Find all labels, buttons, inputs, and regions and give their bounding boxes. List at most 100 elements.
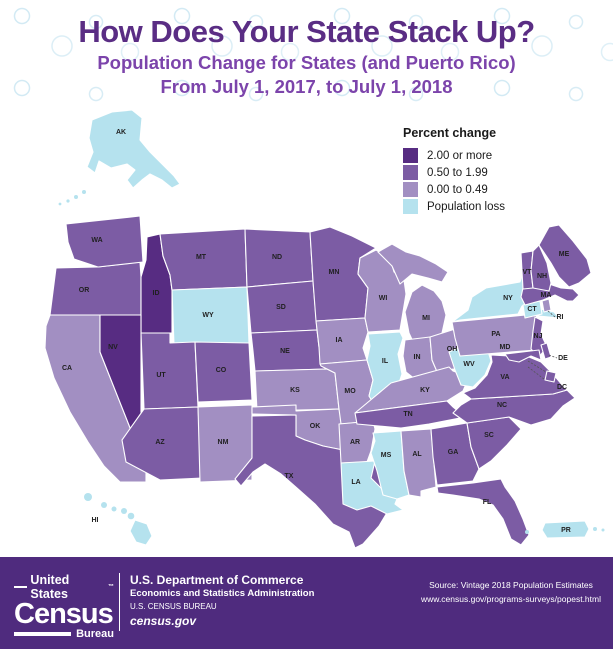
- state-label-NC: NC: [497, 402, 507, 409]
- department-block: U.S. Department of Commerce Economics an…: [130, 573, 314, 629]
- census-gov-link: census.gov: [130, 613, 197, 628]
- state-AK: [66, 199, 70, 203]
- state-TN: [354, 400, 466, 429]
- state-PR: [593, 527, 597, 531]
- legend-item-loss: Population loss: [403, 198, 505, 215]
- state-HI: [121, 508, 127, 514]
- legend-label: 0.00 to 0.49: [427, 183, 488, 196]
- logo-bureau-text: Bureau: [76, 628, 114, 640]
- state-label-MS: MS: [381, 452, 392, 459]
- state-label-AR: AR: [350, 439, 360, 446]
- state-label-MD: MD: [500, 344, 511, 351]
- state-RI: [541, 298, 552, 313]
- state-label-SC: SC: [484, 432, 494, 439]
- state-OR: [49, 261, 142, 316]
- state-label-PR: PR: [561, 527, 571, 534]
- subtitle-line1: Population Change for States (and Puerto…: [97, 52, 516, 73]
- state-label-MA: MA: [541, 292, 552, 299]
- logo-rule: [14, 586, 28, 588]
- state-label-NV: NV: [108, 344, 118, 351]
- state-label-AZ: AZ: [155, 439, 165, 446]
- state-label-TX: TX: [285, 473, 294, 480]
- state-label-MO: MO: [344, 388, 356, 395]
- state-label-WY: WY: [202, 312, 214, 319]
- state-ME: [538, 224, 592, 288]
- state-PR: [541, 520, 590, 539]
- state-label-NH: NH: [537, 273, 547, 280]
- state-UT: [140, 332, 199, 410]
- legend-item-dark: 2.00 or more: [403, 147, 505, 164]
- state-FL: [436, 478, 530, 546]
- state-label-PA: PA: [491, 331, 500, 338]
- state-DC: [544, 370, 557, 383]
- footer: United States ™ Census Bureau U.S. Depart…: [0, 557, 613, 649]
- state-label-DE: DE: [558, 355, 568, 362]
- footer-divider: [119, 573, 120, 631]
- state-LA: [340, 460, 404, 515]
- state-HI: [101, 502, 107, 508]
- state-label-ID: ID: [153, 290, 160, 297]
- state-NH: [530, 244, 552, 292]
- state-label-FL: FL: [483, 499, 492, 506]
- legend-swatch-loss: [403, 199, 418, 214]
- state-HI: [111, 506, 117, 512]
- state-MI: [377, 243, 449, 285]
- state-label-WI: WI: [379, 295, 388, 302]
- state-label-AL: AL: [412, 451, 422, 458]
- legend-swatch-medium: [403, 165, 418, 180]
- legend-item-light: 0.00 to 0.49: [403, 181, 505, 198]
- dept-commerce: U.S. Department of Commerce: [130, 573, 304, 587]
- state-AK: [82, 190, 86, 194]
- map-legend: Percent change 2.00 or more 0.50 to 1.99 0…: [403, 126, 505, 215]
- state-label-HI: HI: [92, 517, 99, 524]
- state-label-TN: TN: [403, 411, 412, 418]
- state-PR: [601, 528, 605, 532]
- page-title: How Does Your State Stack Up?: [78, 14, 535, 49]
- legend-swatch-dark: [403, 148, 418, 163]
- state-label-OH: OH: [447, 346, 458, 353]
- state-label-RI: RI: [557, 314, 564, 321]
- state-label-GA: GA: [448, 449, 459, 456]
- source-line2: www.census.gov/programs-surveys/popest.h…: [421, 593, 601, 604]
- state-AK: [86, 109, 181, 189]
- state-label-UT: UT: [156, 372, 166, 379]
- state-VA: [462, 354, 568, 400]
- state-SC: [466, 416, 522, 470]
- state-label-MN: MN: [329, 269, 340, 276]
- state-label-VA: VA: [500, 374, 509, 381]
- source-citation: Source: Vintage 2018 Population Estimate…: [421, 579, 601, 606]
- state-label-OK: OK: [310, 423, 321, 430]
- state-HI: [127, 512, 135, 520]
- logo-underline: [14, 632, 72, 636]
- state-label-NM: NM: [218, 439, 229, 446]
- state-label-KS: KS: [290, 387, 300, 394]
- state-label-LA: LA: [351, 479, 360, 486]
- state-label-CA: CA: [62, 365, 72, 372]
- state-label-MT: MT: [196, 254, 207, 261]
- state-AK: [58, 202, 62, 206]
- leader-line-DE: [548, 354, 558, 359]
- subtitle-line2: From July 1, 2017, to July 1, 2018: [160, 76, 453, 97]
- state-label-CT: CT: [527, 306, 537, 313]
- dept-esa: Economics and Statistics Administration: [130, 588, 315, 599]
- state-label-ME: ME: [559, 251, 570, 258]
- state-HI: [129, 519, 153, 546]
- state-label-NY: NY: [503, 295, 513, 302]
- state-label-CO: CO: [216, 367, 227, 374]
- state-label-DC: DC: [557, 384, 567, 391]
- state-PR: [525, 530, 529, 534]
- state-CO: [194, 341, 253, 403]
- state-label-WV: WV: [463, 361, 475, 368]
- state-label-SD: SD: [276, 304, 286, 311]
- legend-label: Population loss: [427, 200, 505, 213]
- legend-label: 2.00 or more: [427, 149, 493, 162]
- legend-item-medium: 0.50 to 1.99: [403, 164, 505, 181]
- state-WA: [65, 215, 144, 268]
- state-label-NJ: NJ: [534, 333, 543, 340]
- state-label-WA: WA: [91, 237, 102, 244]
- state-label-OR: OR: [79, 287, 90, 294]
- state-label-NE: NE: [280, 348, 290, 355]
- state-DE: [540, 342, 552, 360]
